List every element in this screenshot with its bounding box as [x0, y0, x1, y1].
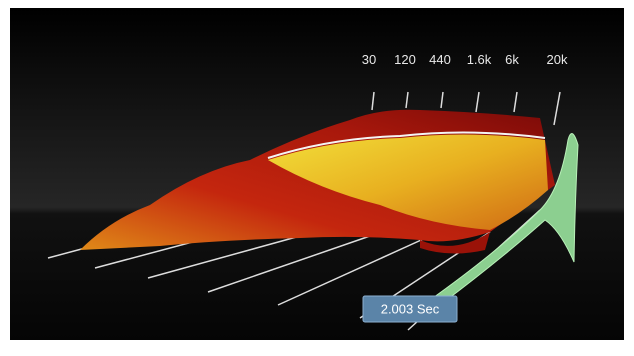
- waterfall-view: 30 120 440 1.6k 6k 20k 2.003 Sec: [0, 0, 634, 356]
- frequency-label: 120: [394, 52, 416, 67]
- frequency-label: 440: [429, 52, 451, 67]
- frequency-label: 30: [362, 52, 376, 67]
- frequency-label: 20k: [547, 52, 568, 67]
- page: 301204401.6k6k20k 2.003 Sec (() => { con…: [0, 0, 634, 356]
- frequency-label: 6k: [505, 52, 519, 67]
- frequency-label: 1.6k: [467, 52, 492, 67]
- time-readout: 2.003 Sec: [381, 301, 440, 316]
